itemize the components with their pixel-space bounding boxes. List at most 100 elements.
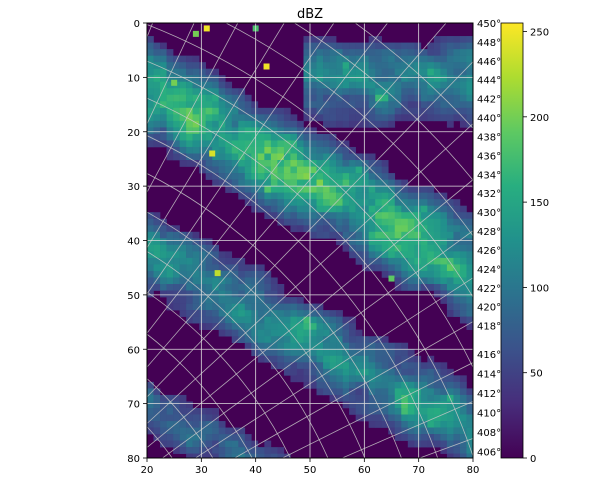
heatmap-cell [427,218,435,226]
heatmap-cell [147,127,154,135]
heatmap-cell [212,453,220,458]
heatmap-cell [218,284,226,291]
heatmap-cell [368,81,376,89]
heatmap-cell [329,375,337,383]
heatmap-cell [218,160,226,167]
heatmap-cell [446,284,454,291]
heatmap-cell [153,231,161,239]
heatmap-cell [186,160,193,167]
heatmap-cell [192,414,200,422]
heatmap-cell [381,75,389,83]
heatmap-cell [381,401,389,409]
heatmap-cell [336,166,343,174]
heatmap-cell [310,186,317,193]
heatmap-cell [407,421,415,428]
heatmap-cell [375,421,383,428]
heatmap-cell [186,434,193,441]
heatmap-cell [401,394,409,402]
range-label: 424° [477,265,501,276]
heatmap-cell [466,427,473,435]
heatmap-cell [303,316,311,324]
heatmap-cell [257,120,265,128]
heatmap-cell [270,160,278,167]
heatmap-cell [303,146,311,154]
heatmap-cell [355,329,363,337]
heatmap-cell [166,94,174,102]
heatmap-cell [394,375,402,383]
heatmap-cell [270,114,278,122]
heatmap-cell [355,62,363,69]
heatmap-cell [466,421,473,428]
heatmap-cell [388,251,396,259]
heatmap-cell [270,323,278,330]
heatmap-cell [225,316,233,324]
heatmap-cell [453,310,461,317]
heatmap-cell [453,218,461,226]
heatmap-cell [225,186,233,193]
heatmap-cell [466,303,473,311]
heatmap-cell [388,244,396,252]
heatmap-cell [218,421,226,428]
heatmap-cell [257,349,265,357]
heatmap-cell [394,186,402,193]
heatmap-cell [192,264,200,272]
heatmap-cell [270,453,278,458]
heatmap-cell [446,120,454,128]
heatmap-cell [388,49,396,56]
heatmap-cell [283,329,291,337]
heatmap-cell [342,62,350,69]
heatmap-cell [251,179,259,187]
heatmap-cell [147,394,154,402]
heatmap-cell [173,244,180,252]
heatmap-cell [446,88,454,96]
heatmap-cell [368,231,376,239]
heatmap-cell [355,205,363,213]
heatmap-cell [362,199,369,206]
heatmap-cell [212,434,220,441]
heatmap-cell [453,36,461,43]
heatmap-cell [349,81,356,89]
heatmap-cell [375,75,383,83]
heatmap-cell [414,440,422,448]
heatmap-cell [153,434,161,441]
heatmap-cell [433,42,441,50]
heatmap-cell [186,316,193,324]
heatmap-cell [316,388,324,396]
heatmap-cell [381,199,389,206]
heatmap-cell [375,42,383,50]
heatmap-cell [433,75,441,83]
heatmap-cell [420,68,428,76]
heatmap-cell [446,388,454,396]
heatmap-cell [218,153,226,161]
heatmap-cell [303,49,311,56]
heatmap-cell [231,160,239,167]
heatmap-cell [153,414,161,422]
heatmap-cell [283,349,291,357]
heatmap-cell [303,107,311,115]
heatmap-cell [218,166,226,174]
heatmap-cell [199,421,206,428]
heatmap-cell [310,166,317,174]
heatmap-cell [355,414,363,422]
heatmap-cell [277,153,285,161]
heatmap-cell [290,362,298,370]
heatmap-cell [296,355,304,363]
heatmap-cell [433,407,441,415]
heatmap-cell [290,310,298,317]
heatmap-cell [192,244,200,252]
heatmap-cell [238,94,246,102]
heatmap-cell [433,284,441,291]
heatmap-cell [147,264,154,272]
heatmap-cell [277,212,285,220]
heatmap-cell [336,199,343,206]
heatmap-cell [336,388,343,396]
heatmap-cell [251,277,259,285]
heatmap-cell [251,323,259,330]
heatmap-cell [147,101,154,109]
heatmap-cell [388,42,396,50]
heatmap-cell [407,349,415,357]
heatmap-cell [173,55,180,63]
heatmap-cell [205,101,213,109]
heatmap-cell [453,225,461,233]
heatmap-cell [362,394,369,402]
